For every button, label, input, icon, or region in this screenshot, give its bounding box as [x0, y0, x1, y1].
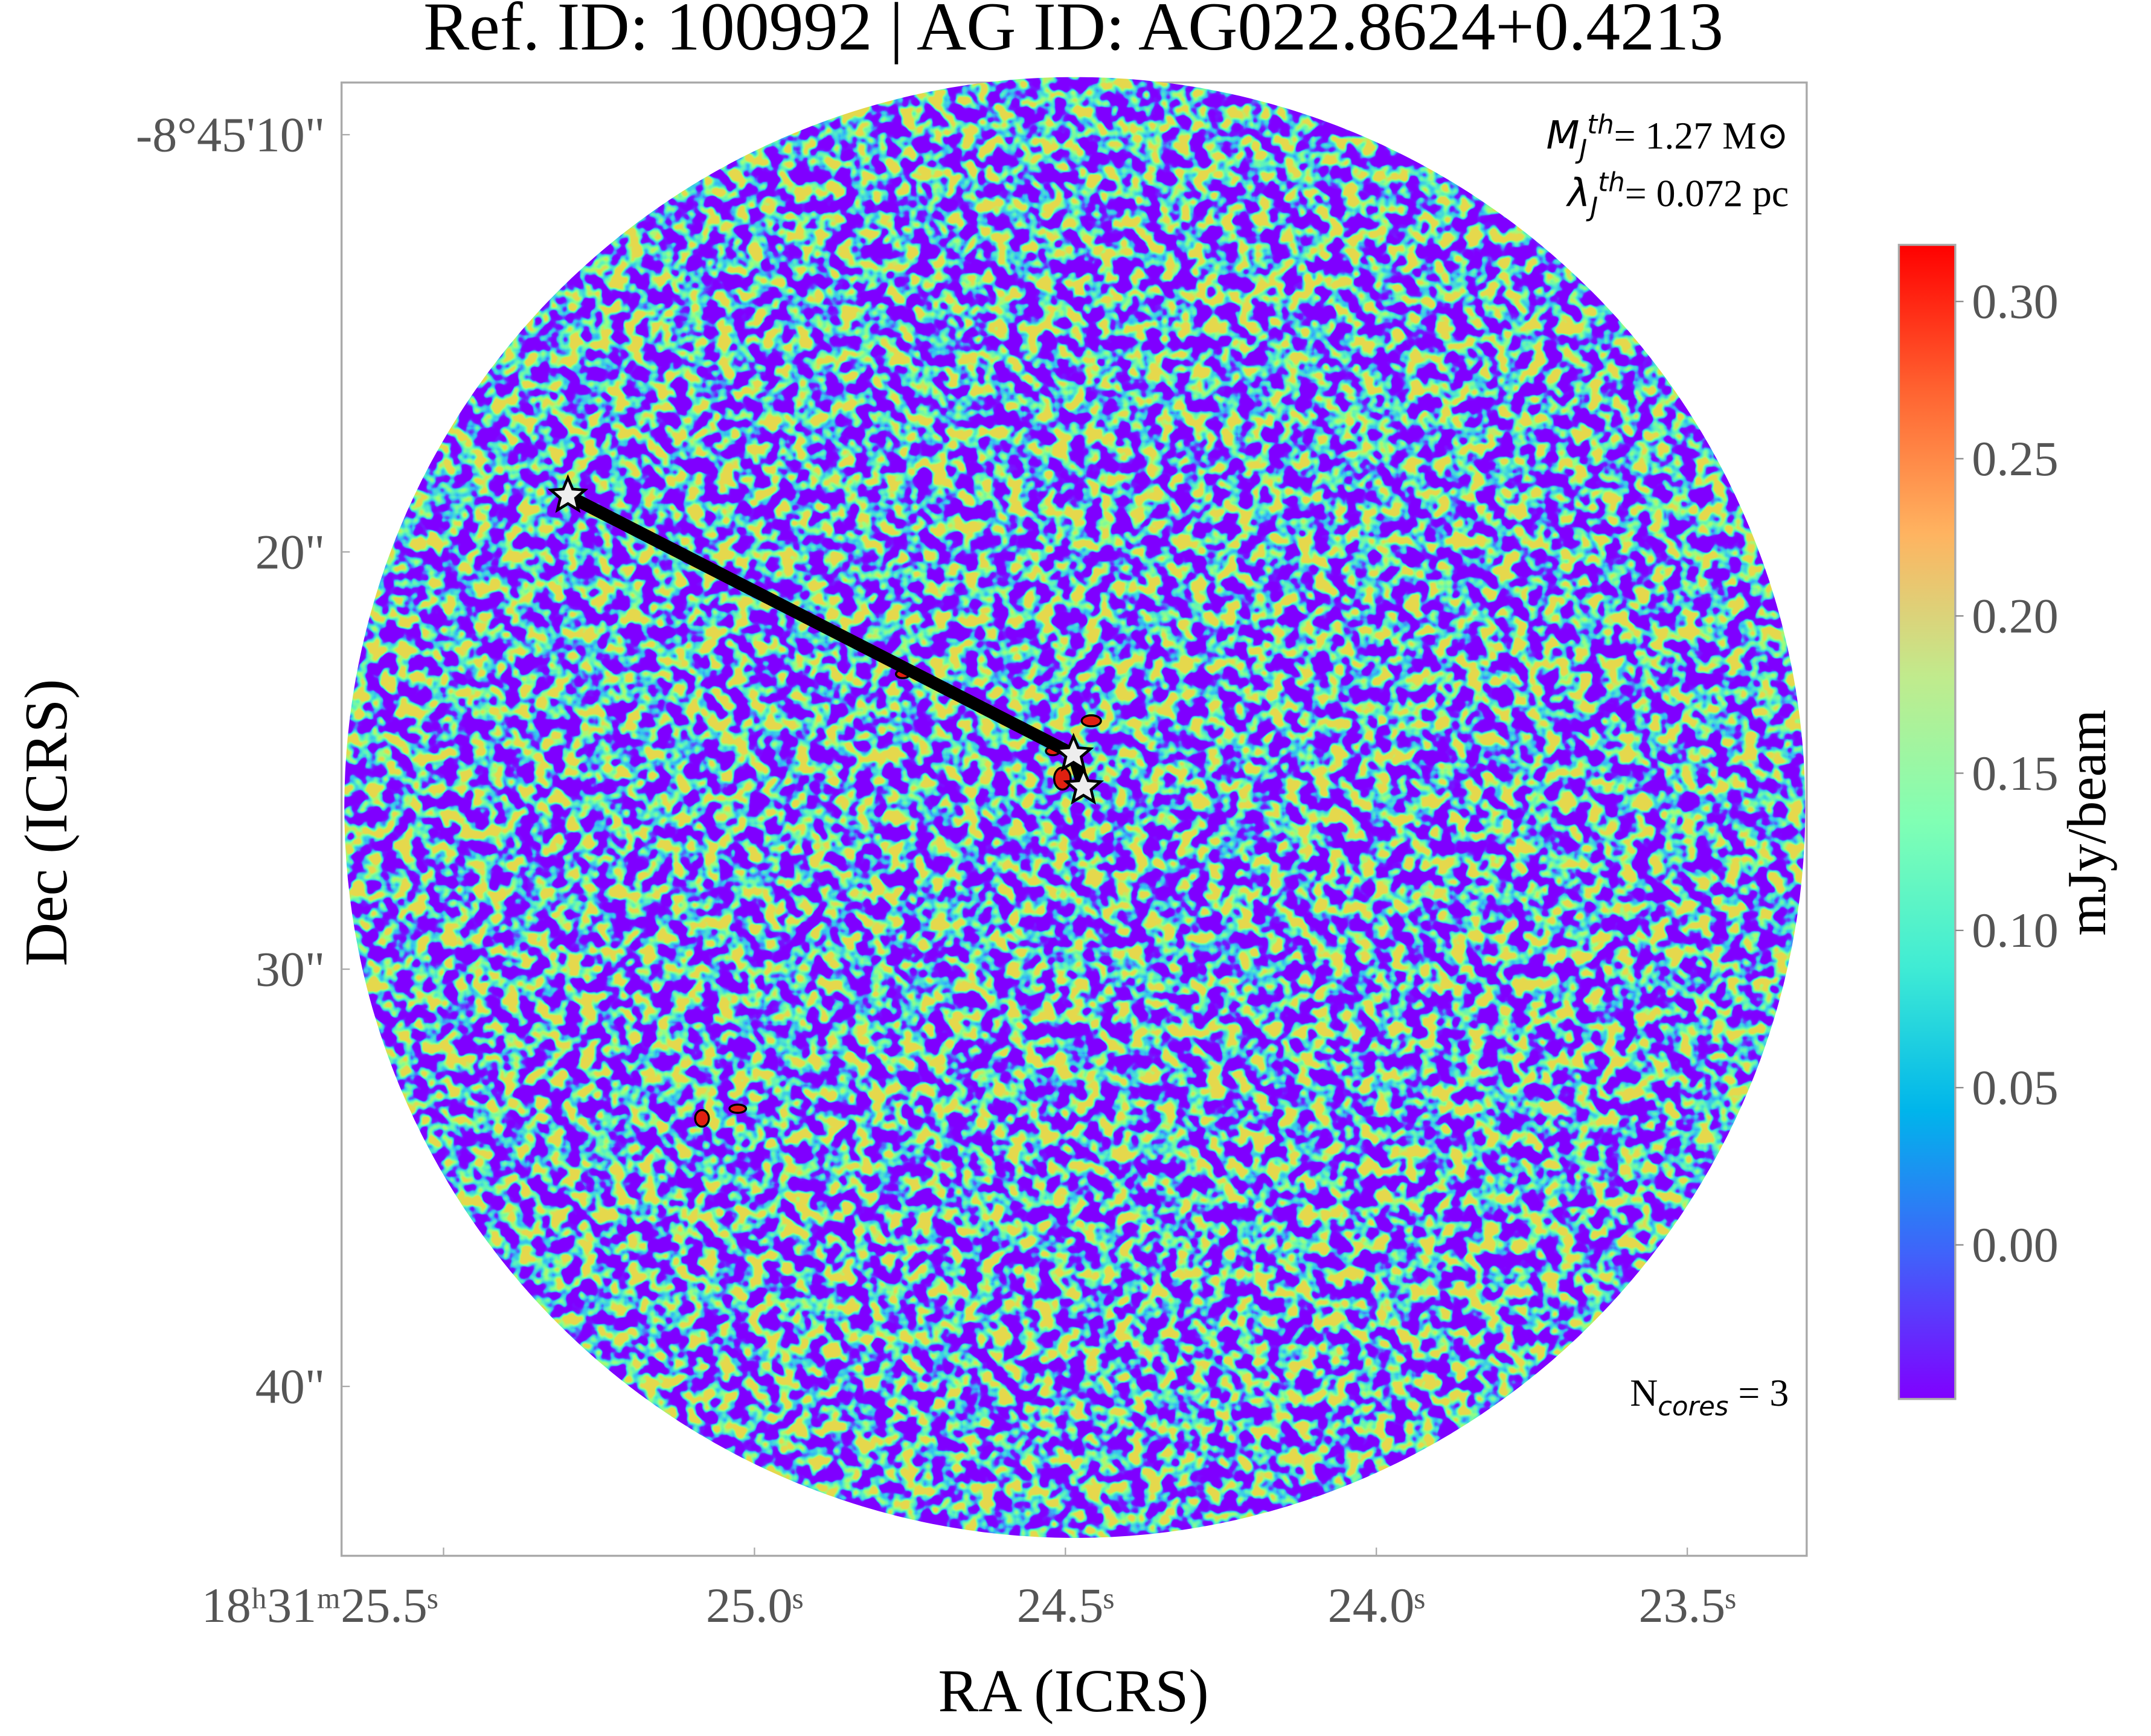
colorbar-label: mJy/beam: [2056, 709, 2117, 935]
chart-title: Ref. ID: 100992 | AG ID: AG022.8624+0.42…: [423, 0, 1723, 65]
colorbar-tick-label: 0.15: [1972, 746, 2059, 801]
core-count: Ncores = 3: [1630, 1371, 1789, 1422]
colorbar-tick-label: 0.30: [1972, 274, 2059, 329]
colorbar-tick-label: 0.00: [1972, 1217, 2059, 1272]
colorbar-tick-label: 0.10: [1972, 903, 2059, 958]
y-axis-label: Dec (ICRS): [13, 679, 80, 966]
symbol: N: [1630, 1371, 1658, 1414]
y-tick-label: -8°45'10": [136, 107, 325, 162]
contour: [1080, 714, 1102, 728]
x-tick-label: 18ʰ31ᵐ25.5ˢ: [202, 1578, 438, 1633]
x-tick-label: 23.5ˢ: [1639, 1578, 1736, 1633]
text: = 0.072 pc: [1625, 172, 1789, 215]
superscript: th: [1598, 168, 1624, 198]
colorbar-tick-label: 0.25: [1972, 431, 2059, 486]
superscript: th: [1587, 110, 1614, 140]
colorbar: [1897, 243, 1957, 1400]
core-marker: [1053, 732, 1094, 772]
x-tick-label: 24.0ˢ: [1328, 1578, 1425, 1633]
y-tick-label: 30": [255, 941, 325, 996]
text: = 1.27 M⊙: [1614, 114, 1789, 157]
y-tick-label: 40": [255, 1359, 325, 1414]
colorbar-tick-label: 0.05: [1972, 1060, 2059, 1115]
contour: [728, 1103, 748, 1114]
contour: [694, 1109, 710, 1128]
x-tick-label: 25.0ˢ: [706, 1578, 803, 1633]
symbol: M: [1546, 114, 1579, 158]
core-marker: [1063, 766, 1104, 805]
colorbar-tick-label: 0.20: [1972, 588, 2059, 643]
x-tick-label: 24.5ˢ: [1017, 1578, 1114, 1633]
intensity-map: [344, 77, 1806, 1538]
contour: [1053, 766, 1072, 791]
text: = 3: [1728, 1371, 1789, 1414]
x-axis-label: RA (ICRS): [938, 1658, 1208, 1725]
symbol: λ: [1566, 171, 1591, 216]
jeans-length: λJth= 0.072 pc: [1566, 168, 1789, 223]
jeans-mass: MJth= 1.27 M⊙: [1546, 110, 1789, 165]
subscript: cores: [1658, 1392, 1728, 1422]
y-tick-label: 20": [255, 524, 325, 579]
core-marker: [547, 474, 589, 513]
noise-field: [344, 77, 1806, 1538]
